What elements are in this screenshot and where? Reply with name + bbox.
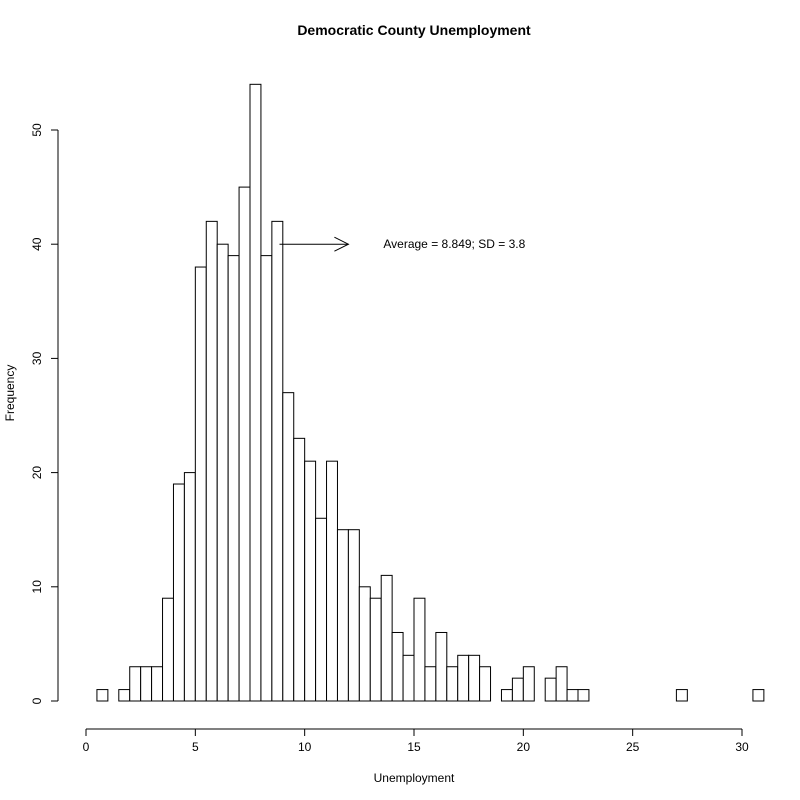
histogram-bar (216, 243, 229, 702)
histogram-bar (511, 677, 524, 702)
histogram-bar (238, 186, 251, 702)
y-tick-label: 50 (30, 123, 44, 137)
annotation-arrow-head (334, 236, 350, 252)
histogram-bar (435, 631, 448, 702)
y-tick-label: 10 (30, 580, 44, 594)
x-tick-label: 15 (407, 740, 421, 754)
x-tick-label: 0 (83, 740, 90, 754)
histogram-bar (391, 631, 404, 702)
annotation-group: Average = 8.849; SD = 3.8 (279, 236, 526, 252)
x-tick-label: 5 (192, 740, 199, 754)
histogram-bar (675, 689, 688, 702)
y-tick-label: 30 (30, 351, 44, 365)
histogram-bar (271, 220, 284, 702)
histogram-bar (162, 597, 174, 702)
histogram-bar (151, 666, 164, 702)
histogram-bar (304, 460, 317, 702)
histogram-bar (336, 529, 349, 702)
x-tick-label: 25 (626, 740, 640, 754)
histogram-bar (522, 666, 535, 702)
histogram-bar (555, 666, 568, 702)
histogram-bar (96, 689, 109, 702)
histogram-bar (424, 666, 437, 702)
histogram-bar (315, 517, 328, 702)
histogram-bar (183, 472, 196, 702)
histogram-bar (129, 666, 142, 702)
histogram-bar (118, 689, 131, 702)
histogram-bar (249, 83, 262, 702)
histogram-bar (413, 597, 426, 702)
histogram-bar (326, 460, 338, 702)
histogram-bar (500, 689, 513, 702)
histogram-bar (194, 266, 207, 702)
histogram-bar (402, 654, 415, 702)
histogram-bar (544, 677, 557, 702)
histogram-bar (752, 689, 765, 702)
y-tick-label: 0 (30, 697, 44, 704)
x-tick-label: 30 (735, 740, 749, 754)
histogram-bar (446, 666, 459, 702)
histogram-bar (227, 255, 240, 702)
histogram-bar (468, 654, 481, 702)
histogram-bar (457, 654, 470, 702)
y-tick-label: 40 (30, 237, 44, 251)
x-tick-label: 10 (298, 740, 312, 754)
annotation-text: Average = 8.849; SD = 3.8 (383, 237, 525, 251)
x-axis: 0 5 10 15 20 25 30 (83, 728, 749, 754)
histogram-bar (347, 529, 360, 702)
histogram-bar (172, 483, 185, 702)
y-tick-label: 20 (30, 466, 44, 480)
histogram-bar (205, 220, 218, 702)
histogram-bar (369, 597, 382, 702)
y-axis: 0 10 20 30 40 50 (30, 123, 59, 704)
bars-group (96, 83, 765, 702)
histogram-bar (282, 392, 295, 702)
y-axis-label: Frequency (3, 365, 17, 422)
histogram-bar (566, 689, 579, 702)
histogram-bar (577, 689, 590, 702)
chart-title: Democratic County Unemployment (297, 22, 531, 38)
histogram-bar (293, 437, 306, 702)
histogram-bar (260, 255, 273, 702)
histogram-bar (479, 666, 492, 702)
x-tick-label: 20 (517, 740, 531, 754)
histogram-bar (380, 574, 393, 702)
histogram-bar (140, 666, 153, 702)
histogram-bar (358, 586, 371, 702)
x-axis-label: Unemployment (374, 771, 455, 785)
